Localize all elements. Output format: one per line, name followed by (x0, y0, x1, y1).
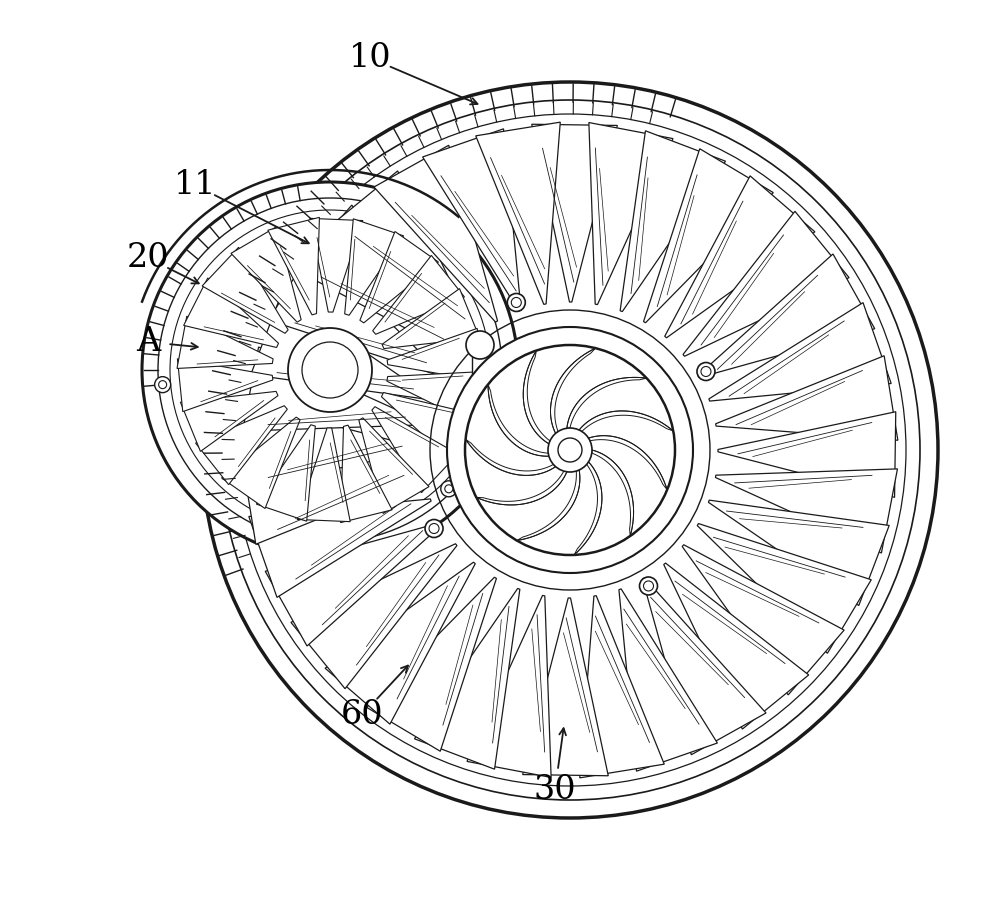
Polygon shape (467, 595, 551, 778)
Polygon shape (387, 329, 483, 382)
Polygon shape (620, 131, 726, 311)
Polygon shape (256, 425, 315, 521)
Polygon shape (251, 295, 432, 400)
Polygon shape (341, 425, 392, 522)
Circle shape (507, 293, 525, 311)
Polygon shape (580, 595, 664, 778)
Polygon shape (488, 384, 549, 456)
Polygon shape (698, 254, 875, 378)
Polygon shape (360, 232, 438, 323)
Circle shape (701, 366, 711, 376)
Circle shape (558, 438, 582, 462)
Polygon shape (532, 124, 617, 302)
Polygon shape (291, 544, 457, 688)
Polygon shape (331, 171, 476, 337)
Polygon shape (265, 522, 442, 646)
Polygon shape (297, 428, 350, 521)
Polygon shape (472, 345, 488, 375)
Polygon shape (697, 523, 871, 654)
Circle shape (202, 82, 938, 818)
Polygon shape (592, 450, 634, 536)
Polygon shape (423, 129, 521, 311)
Polygon shape (310, 218, 363, 312)
Polygon shape (589, 122, 673, 305)
Polygon shape (296, 205, 458, 355)
Circle shape (429, 523, 439, 533)
Text: 10: 10 (349, 42, 391, 74)
Polygon shape (231, 226, 301, 322)
Polygon shape (523, 351, 550, 444)
Polygon shape (718, 412, 896, 498)
Circle shape (425, 519, 443, 538)
Polygon shape (382, 289, 480, 349)
Polygon shape (345, 219, 404, 315)
Circle shape (697, 362, 715, 381)
Polygon shape (716, 356, 898, 440)
Polygon shape (222, 417, 300, 509)
Polygon shape (242, 460, 424, 544)
Polygon shape (373, 256, 464, 334)
Polygon shape (414, 589, 520, 770)
Polygon shape (619, 589, 717, 771)
Polygon shape (325, 562, 475, 724)
Circle shape (466, 331, 494, 359)
Polygon shape (642, 578, 766, 755)
Polygon shape (476, 122, 560, 304)
Text: 20: 20 (127, 242, 169, 274)
Polygon shape (268, 217, 319, 315)
Polygon shape (466, 439, 556, 476)
Polygon shape (367, 577, 496, 751)
Polygon shape (682, 545, 844, 695)
Circle shape (159, 381, 167, 389)
Polygon shape (202, 247, 288, 333)
Polygon shape (664, 563, 809, 729)
Polygon shape (523, 598, 608, 776)
Polygon shape (359, 418, 429, 513)
Polygon shape (644, 149, 773, 322)
Polygon shape (476, 471, 567, 505)
Polygon shape (177, 316, 273, 369)
Polygon shape (372, 406, 458, 493)
Circle shape (465, 345, 675, 555)
Polygon shape (243, 347, 425, 431)
Polygon shape (269, 247, 443, 376)
Circle shape (548, 428, 592, 472)
Polygon shape (708, 500, 889, 605)
Circle shape (640, 577, 658, 595)
Polygon shape (177, 359, 273, 412)
Circle shape (142, 182, 518, 558)
Polygon shape (579, 411, 673, 432)
Polygon shape (196, 405, 287, 485)
Polygon shape (574, 462, 602, 555)
Polygon shape (567, 377, 647, 428)
Polygon shape (665, 176, 815, 338)
Circle shape (447, 327, 693, 573)
Circle shape (441, 481, 457, 497)
Polygon shape (709, 302, 891, 401)
Polygon shape (517, 470, 580, 540)
Polygon shape (184, 278, 279, 348)
Polygon shape (249, 498, 431, 597)
Circle shape (288, 328, 372, 412)
Text: A: A (136, 326, 160, 358)
Polygon shape (381, 393, 476, 462)
Polygon shape (551, 348, 596, 434)
Polygon shape (387, 372, 483, 424)
Circle shape (445, 485, 453, 493)
Polygon shape (180, 392, 278, 451)
Polygon shape (244, 403, 422, 488)
Circle shape (511, 298, 521, 308)
Polygon shape (683, 211, 849, 356)
Circle shape (302, 342, 358, 398)
Polygon shape (715, 469, 897, 553)
Text: 60: 60 (341, 699, 383, 731)
Circle shape (644, 581, 654, 591)
Text: 11: 11 (174, 169, 216, 201)
Polygon shape (374, 145, 498, 322)
Text: 30: 30 (534, 774, 576, 806)
Polygon shape (589, 436, 667, 489)
Circle shape (155, 377, 171, 393)
